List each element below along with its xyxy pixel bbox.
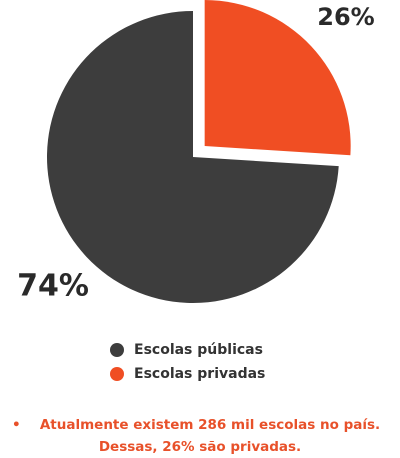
note-line: Atualmente existem 286 mil escolas no pa…	[40, 417, 380, 433]
legend-marker	[110, 367, 124, 381]
note-line: Dessas, 26% são privadas.	[99, 439, 301, 455]
pie-slice	[204, 0, 351, 156]
legend-label: Escolas públicas	[134, 342, 263, 358]
note-bullet: •	[12, 417, 21, 433]
legend-marker	[110, 343, 124, 357]
legend-label: Escolas privadas	[134, 366, 265, 382]
value-label: 26%	[317, 3, 374, 31]
value-label: 74%	[17, 269, 89, 304]
pie-slice	[47, 11, 339, 303]
